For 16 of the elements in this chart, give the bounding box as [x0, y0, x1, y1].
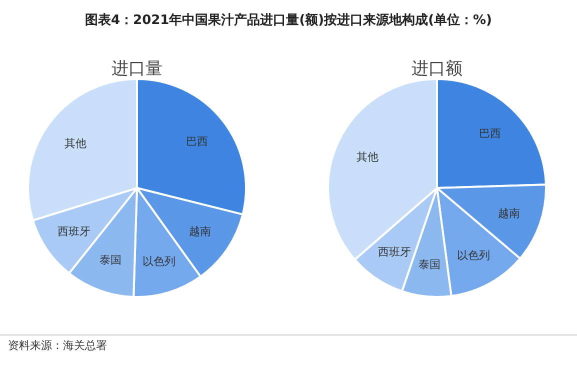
slice-label: 其他	[356, 150, 379, 164]
slice-label: 越南	[189, 224, 212, 238]
text: 图表4：2021年中国果汁产品进口量(额)按进口来源地构成(单位：%)	[84, 12, 492, 28]
chart-title: 进口量	[112, 59, 162, 79]
slice-label: 以色列	[457, 248, 490, 262]
slice-label: 以色列	[142, 254, 176, 268]
slice-label: 越南	[498, 207, 520, 220]
slice-label: 西班牙	[58, 225, 91, 238]
slice-label: 巴西	[479, 127, 502, 140]
chart-title: 进口额	[412, 59, 462, 79]
slice-label: 巴西	[186, 135, 208, 148]
slice-label: 其他	[64, 136, 87, 150]
slice-label: 泰国	[100, 254, 122, 267]
text: 资料来源：海关总署	[8, 339, 107, 352]
slice-label: 西班牙	[378, 245, 412, 258]
slice-label: 泰国	[418, 258, 441, 271]
